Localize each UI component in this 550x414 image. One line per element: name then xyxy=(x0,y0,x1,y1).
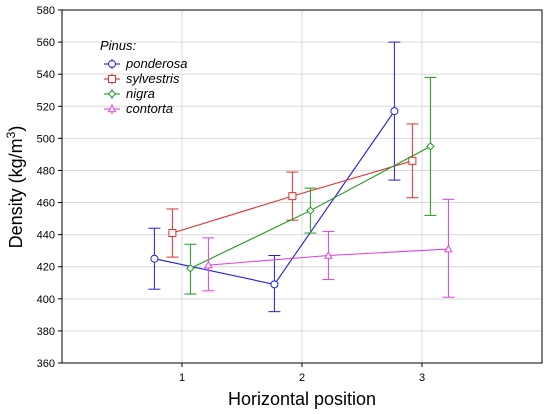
legend-item-ponderosa: ponderosa xyxy=(104,56,187,71)
y-tick-label: 520 xyxy=(37,101,55,113)
legend-label: sylvestris xyxy=(126,71,180,86)
data-point-contorta xyxy=(324,250,333,259)
legend-label: ponderosa xyxy=(125,56,187,71)
data-point-ponderosa xyxy=(390,107,399,116)
legend-title: Pinus: xyxy=(100,38,137,53)
x-tick-label: 1 xyxy=(179,372,185,384)
series-nigra xyxy=(184,76,437,295)
data-point-ponderosa xyxy=(150,254,159,263)
series-contorta xyxy=(202,198,455,298)
series-layer xyxy=(148,41,455,313)
y-tick-label: 560 xyxy=(37,37,55,49)
y-tick-label: 480 xyxy=(37,165,55,177)
y-tick-label: 460 xyxy=(37,198,55,210)
data-point-nigra xyxy=(186,264,195,273)
legend-label: contorta xyxy=(126,101,173,116)
y-tick-label: 580 xyxy=(37,5,55,17)
legend-item-sylvestris: sylvestris xyxy=(104,71,180,86)
data-point-contorta xyxy=(444,244,453,253)
legend-marker xyxy=(108,75,116,83)
y-tick-label: 440 xyxy=(37,230,55,242)
y-axis-ticks: 360 380 400 420 440 460 480 500 520 540 560 580 xyxy=(37,5,62,370)
series-ponderosa xyxy=(148,41,401,313)
legend-marker xyxy=(107,104,117,113)
y-tick-label: 400 xyxy=(37,294,55,306)
y-tick-label: 500 xyxy=(37,133,55,145)
legend-item-contorta: contorta xyxy=(104,101,173,116)
data-point-sylvestris xyxy=(408,156,417,165)
y-tick-label: 380 xyxy=(37,326,55,338)
y-axis-title-main: Density (kg/m xyxy=(6,138,26,248)
data-point-ponderosa xyxy=(270,280,279,289)
data-point-sylvestris xyxy=(168,229,177,238)
y-axis-title: Density (kg/m3) xyxy=(4,126,26,249)
data-point-sylvestris xyxy=(288,192,297,201)
data-point-nigra xyxy=(426,142,435,151)
y-tick-label: 420 xyxy=(37,262,55,274)
x-tick-label: 2 xyxy=(299,372,305,384)
y-axis-title-superscript: 3 xyxy=(4,131,18,138)
y-tick-label: 540 xyxy=(37,69,55,81)
y-tick-label: 360 xyxy=(37,358,55,370)
legend-marker xyxy=(108,60,116,68)
legend-marker xyxy=(107,89,117,99)
y-axis-title-close: ) xyxy=(6,126,26,132)
plot-frame xyxy=(61,9,543,364)
x-axis-title: Horizontal position xyxy=(228,389,376,409)
grid-lines xyxy=(62,10,542,363)
x-axis-ticks: 1 2 3 xyxy=(179,363,425,384)
data-point-nigra xyxy=(306,206,315,215)
series-sylvestris xyxy=(166,123,419,258)
legend-label: nigra xyxy=(126,86,155,101)
legend-item-nigra: nigra xyxy=(104,86,155,101)
data-point-contorta xyxy=(204,260,213,269)
x-tick-label: 3 xyxy=(419,372,425,384)
